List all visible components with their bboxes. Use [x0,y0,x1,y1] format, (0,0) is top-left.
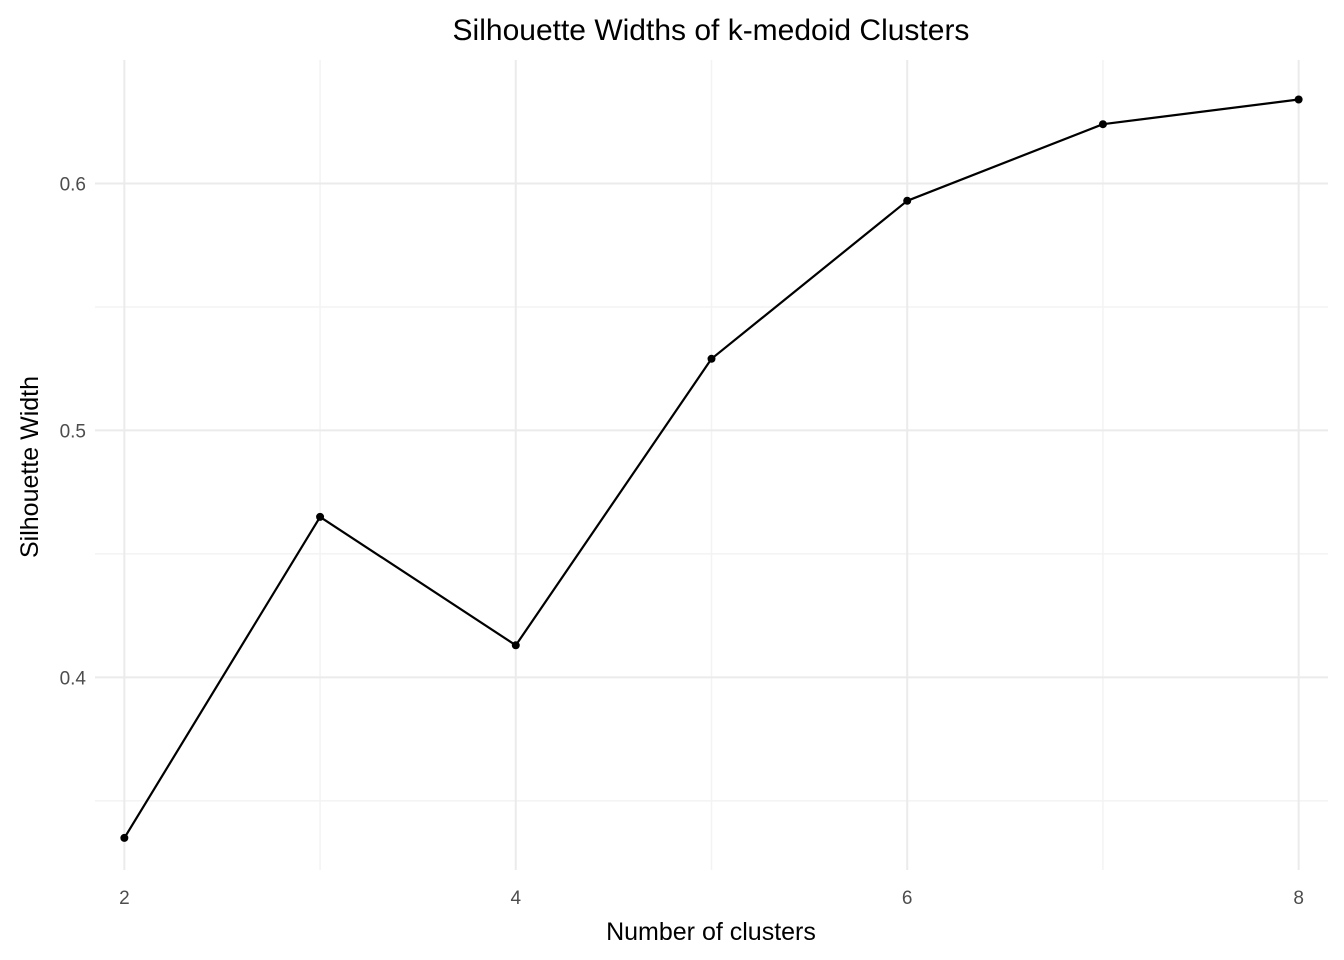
y-tick-label: 0.6 [60,174,86,195]
data-point [511,641,520,650]
y-tick-label: 0.4 [60,668,87,689]
chart-title: Silhouette Widths of k-medoid Clusters [453,14,970,47]
data-point [1098,120,1107,129]
data-point [120,833,129,842]
data-point [903,196,912,205]
y-tick-label: 0.5 [60,421,86,442]
grid-layer [95,60,1328,870]
x-tick-label: 2 [119,888,130,909]
series-layer [120,95,1303,842]
data-point [707,354,716,363]
y-axis-title: Silhouette Width [16,376,44,558]
tick-label-layer: 0.4 0.5 0.6 2 4 6 8 [60,174,1304,909]
data-point [1294,95,1303,104]
data-point [316,512,325,521]
x-tick-label: 8 [1293,888,1304,909]
x-axis-title: Number of clusters [606,918,816,946]
x-tick-label: 4 [510,888,521,909]
x-tick-label: 6 [902,888,913,909]
